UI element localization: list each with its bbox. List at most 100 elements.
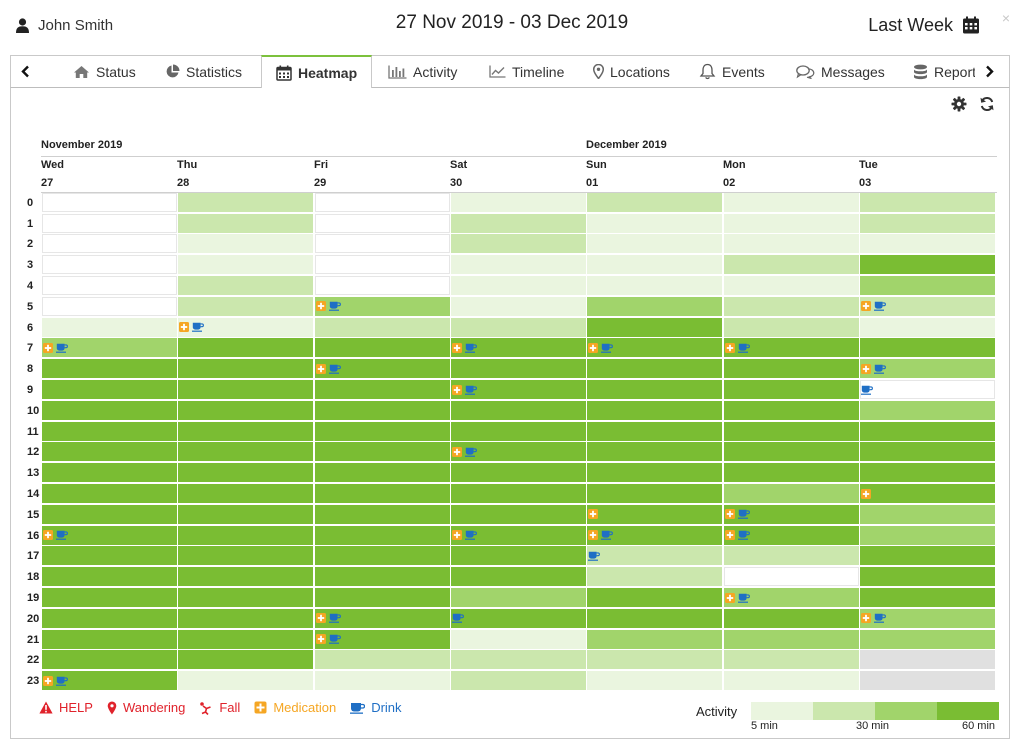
heatmap-cell[interactable] <box>450 484 586 503</box>
heatmap-cell[interactable] <box>314 359 450 379</box>
medication-icon[interactable] <box>860 613 871 624</box>
heatmap-cell[interactable] <box>314 296 450 316</box>
heatmap-cell[interactable] <box>859 380 995 399</box>
heatmap-cell[interactable] <box>450 317 586 337</box>
heatmap-cell[interactable] <box>859 359 995 379</box>
heatmap-cell[interactable] <box>177 567 313 587</box>
heatmap-cell[interactable] <box>450 380 586 399</box>
tab-status[interactable]: Status <box>73 56 168 87</box>
calendar-icon[interactable] <box>962 16 980 34</box>
heatmap-cell[interactable] <box>723 525 859 545</box>
heatmap-cell[interactable] <box>177 276 313 295</box>
heatmap-cell[interactable] <box>859 400 995 420</box>
heatmap-cell[interactable] <box>41 463 177 483</box>
heatmap-cell[interactable] <box>450 671 586 691</box>
heatmap-cell[interactable] <box>859 650 995 670</box>
heatmap-cell[interactable] <box>177 671 313 691</box>
heatmap-cell[interactable] <box>859 255 995 275</box>
heatmap-cell[interactable] <box>177 650 313 670</box>
heatmap-cell[interactable] <box>177 608 313 628</box>
cup-icon[interactable] <box>860 385 873 395</box>
heatmap-cell[interactable] <box>586 296 722 316</box>
medication-icon[interactable] <box>451 384 462 395</box>
heatmap-cell[interactable] <box>314 629 450 649</box>
heatmap-cell[interactable] <box>450 650 586 670</box>
heatmap-cell[interactable] <box>586 338 722 358</box>
cup-icon[interactable] <box>737 593 750 603</box>
heatmap-cell[interactable] <box>177 255 313 275</box>
heatmap-cell[interactable] <box>586 629 722 649</box>
heatmap-cell[interactable] <box>859 338 995 358</box>
heatmap-cell[interactable] <box>314 588 450 607</box>
medication-icon[interactable] <box>315 301 326 312</box>
heatmap-cell[interactable] <box>859 276 995 295</box>
heatmap-cell[interactable] <box>177 317 313 337</box>
heatmap-cell[interactable] <box>859 671 995 691</box>
heatmap-cell[interactable] <box>859 546 995 566</box>
tab-timeline[interactable]: Timeline <box>489 56 584 87</box>
heatmap-cell[interactable] <box>859 421 995 441</box>
close-icon[interactable]: × <box>1001 10 1010 26</box>
heatmap-cell[interactable] <box>586 421 722 441</box>
cup-icon[interactable] <box>600 530 613 540</box>
tab-messages[interactable]: Messages <box>796 56 901 87</box>
heatmap-cell[interactable] <box>177 234 313 254</box>
heatmap-cell[interactable] <box>586 650 722 670</box>
heatmap-cell[interactable] <box>314 338 450 358</box>
heatmap-cell[interactable] <box>723 338 859 358</box>
heatmap-cell[interactable] <box>41 400 177 420</box>
medication-icon[interactable] <box>315 613 326 624</box>
heatmap-cell[interactable] <box>723 234 859 254</box>
heatmap-cell[interactable] <box>41 421 177 441</box>
heatmap-cell[interactable] <box>859 296 995 316</box>
heatmap-cell[interactable] <box>41 484 177 503</box>
cup-icon[interactable] <box>873 301 886 312</box>
heatmap-cell[interactable] <box>314 276 450 295</box>
heatmap-cell[interactable] <box>177 525 313 545</box>
heatmap-cell[interactable] <box>41 504 177 524</box>
heatmap-cell[interactable] <box>177 504 313 524</box>
medication-icon[interactable] <box>724 592 735 603</box>
heatmap-cell[interactable] <box>177 400 313 420</box>
cup-icon[interactable] <box>55 676 68 686</box>
heatmap-cell[interactable] <box>723 380 859 399</box>
heatmap-cell[interactable] <box>586 504 722 524</box>
heatmap-cell[interactable] <box>177 359 313 379</box>
settings-button[interactable] <box>951 96 967 117</box>
cup-icon[interactable] <box>328 634 341 644</box>
heatmap-cell[interactable] <box>586 484 722 503</box>
heatmap-cell[interactable] <box>314 608 450 628</box>
tab-reports[interactable]: Reports <box>913 56 975 87</box>
heatmap-cell[interactable] <box>314 213 450 233</box>
heatmap-cell[interactable] <box>314 484 450 503</box>
heatmap-cell[interactable] <box>41 255 177 275</box>
heatmap-cell[interactable] <box>177 296 313 316</box>
heatmap-cell[interactable] <box>177 380 313 399</box>
heatmap-cell[interactable] <box>586 380 722 399</box>
heatmap-cell[interactable] <box>177 546 313 566</box>
cup-icon[interactable] <box>55 530 68 540</box>
heatmap-cell[interactable] <box>859 234 995 254</box>
cup-icon[interactable] <box>587 551 600 561</box>
medication-icon[interactable] <box>860 363 871 374</box>
heatmap-cell[interactable] <box>41 213 177 233</box>
heatmap-cell[interactable] <box>586 588 722 607</box>
heatmap-cell[interactable] <box>450 546 586 566</box>
heatmap-cell[interactable] <box>450 442 586 462</box>
heatmap-cell[interactable] <box>450 567 586 587</box>
heatmap-cell[interactable] <box>450 234 586 254</box>
cup-icon[interactable] <box>451 613 464 624</box>
medication-icon[interactable] <box>42 675 53 686</box>
heatmap-cell[interactable] <box>41 567 177 587</box>
heatmap-cell[interactable] <box>859 588 995 607</box>
heatmap-cell[interactable] <box>859 567 995 587</box>
medication-icon[interactable] <box>42 530 53 541</box>
tab-activity[interactable]: Activity <box>388 56 483 87</box>
heatmap-cell[interactable] <box>859 484 995 503</box>
heatmap-cell[interactable] <box>41 359 177 379</box>
period-selector[interactable]: Last Week <box>868 14 980 36</box>
cup-icon[interactable] <box>328 364 341 374</box>
cup-icon[interactable] <box>328 613 341 624</box>
heatmap-cell[interactable] <box>450 296 586 316</box>
heatmap-cell[interactable] <box>177 484 313 503</box>
